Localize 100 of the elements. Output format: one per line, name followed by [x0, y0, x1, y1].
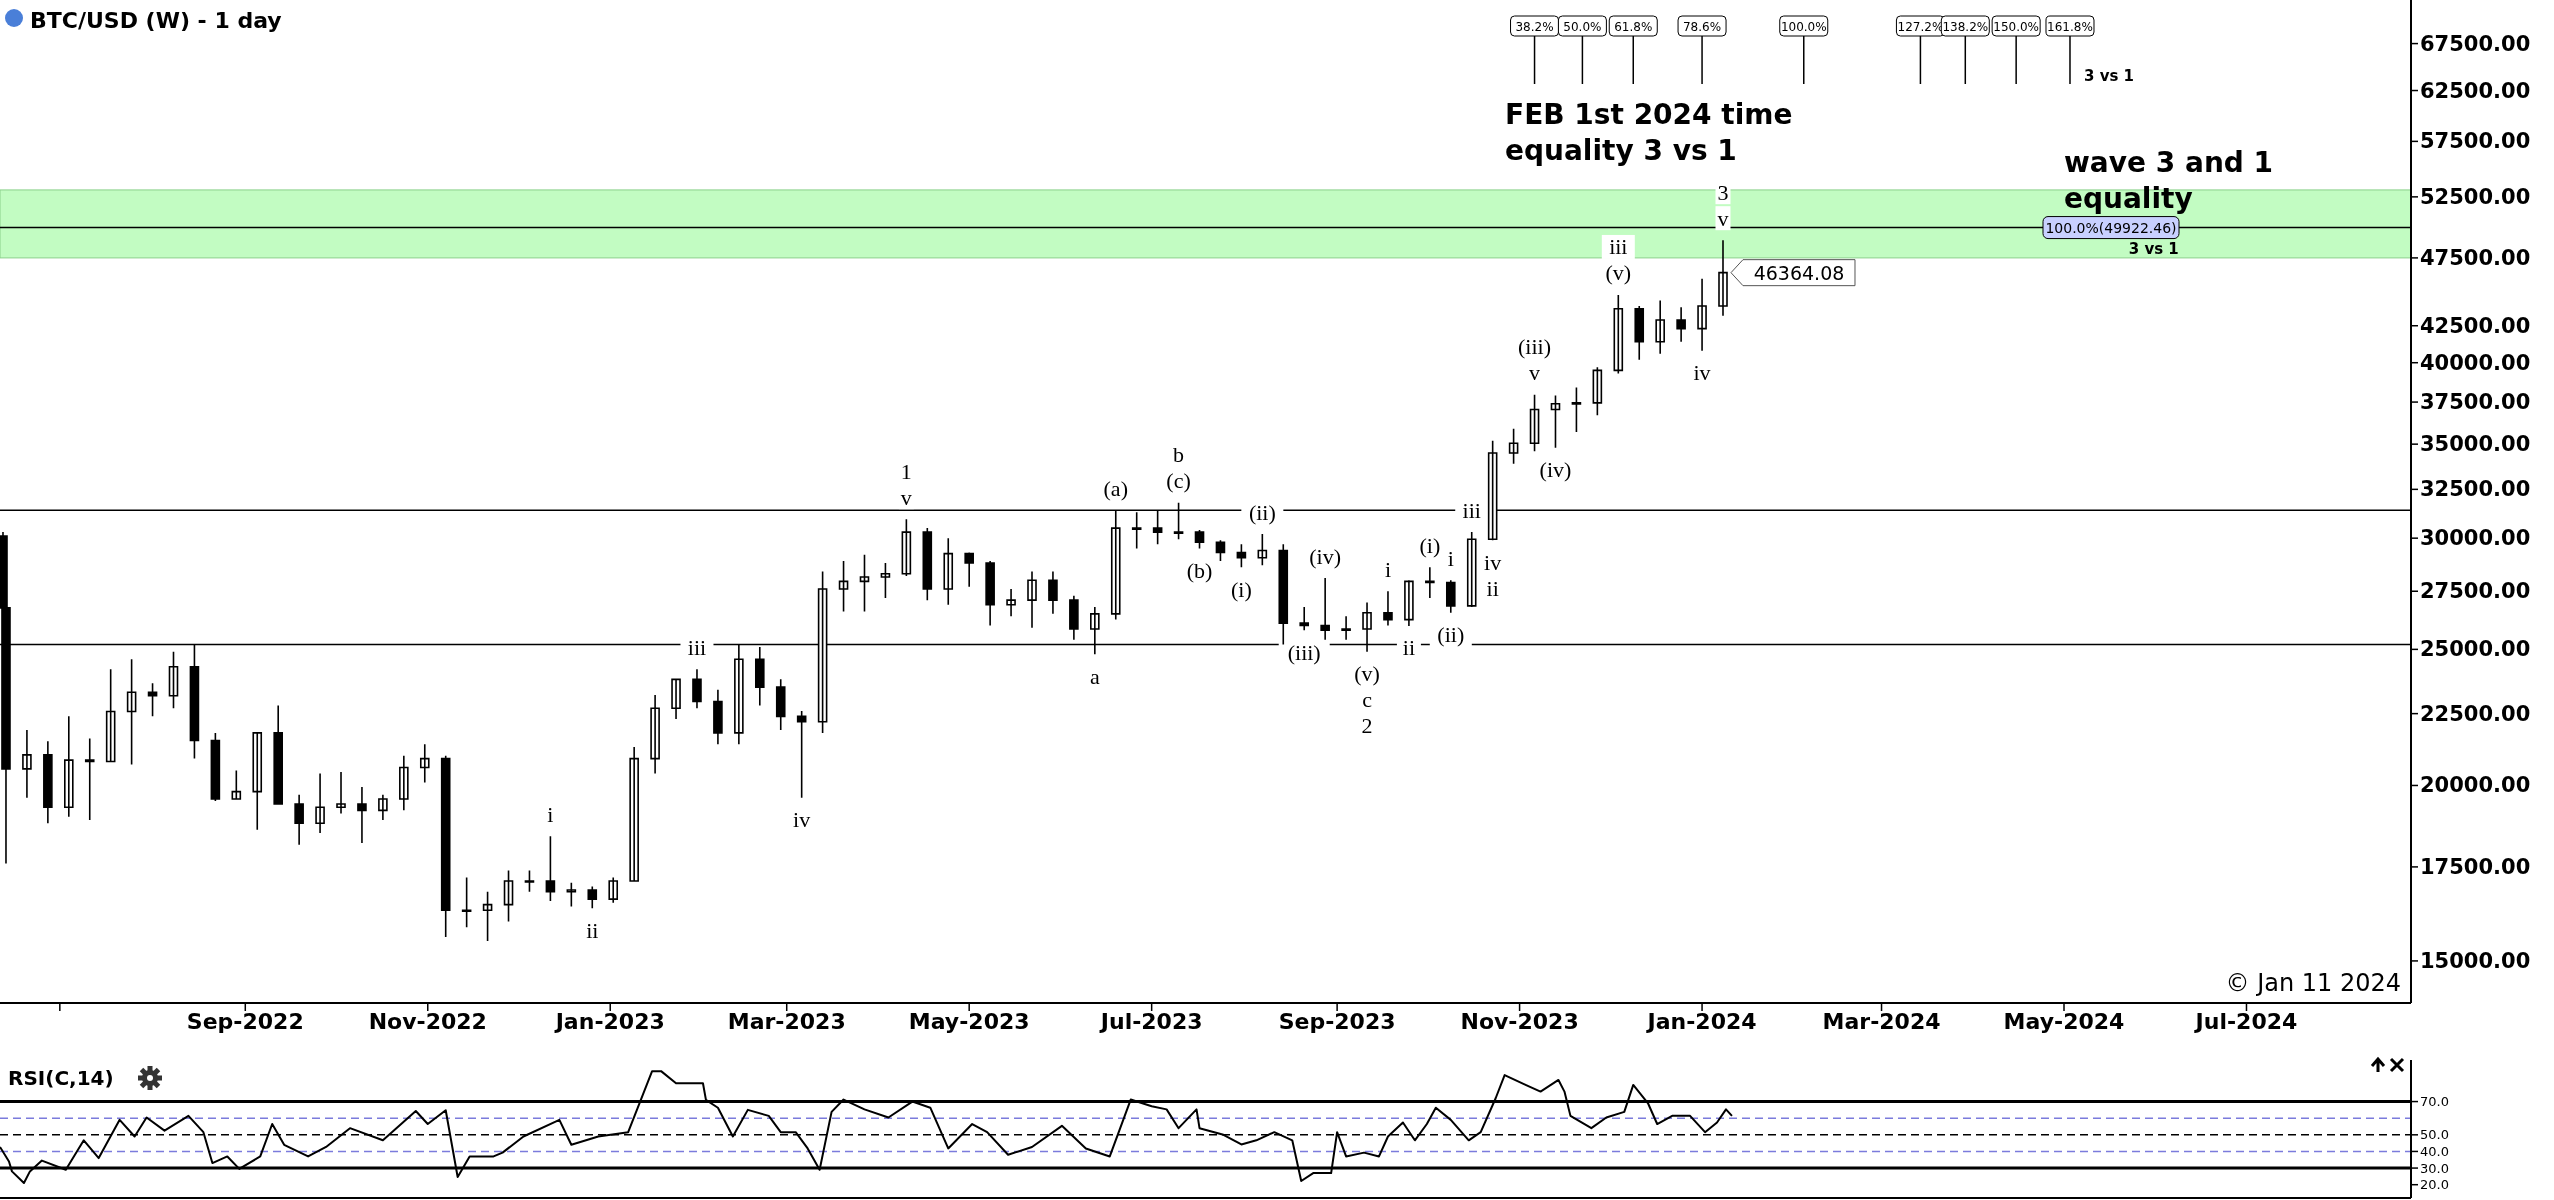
annotation: iii	[1609, 234, 1628, 260]
candlestick	[1571, 386, 1582, 433]
candlestick	[64, 715, 74, 818]
candlestick	[482, 891, 493, 942]
candlestick	[943, 537, 954, 606]
x-tick-label: May-2024	[2003, 1009, 2125, 1034]
candlestick	[1404, 579, 1414, 627]
x-tick-label: Jul-2023	[1098, 1009, 1203, 1034]
y-tick-label: 52500.00	[2420, 184, 2531, 209]
y-tick-label: 42500.00	[2420, 313, 2531, 338]
ref-line-label: 138.2%	[1942, 20, 1989, 34]
candlestick	[84, 737, 95, 821]
annotation: (iv)	[1309, 543, 1342, 569]
annotation: i	[1447, 545, 1454, 571]
annotation: b	[1173, 442, 1185, 468]
annotation: iv	[1693, 360, 1711, 386]
ref-line-label: 161.8%	[2047, 20, 2093, 34]
x-tick-label: Mar-2023	[727, 1009, 846, 1034]
y-tick-label: 57500.00	[2420, 129, 2531, 154]
annotation: ii	[1486, 575, 1499, 601]
candlestick	[168, 651, 179, 710]
candlestick	[1278, 543, 1289, 646]
annotation: iv	[793, 807, 811, 833]
annotation: i	[1384, 556, 1392, 582]
annotation: 1	[900, 458, 912, 484]
annotation: FEB 1st 2024 time equality 3 vs 1	[1505, 97, 1793, 167]
candlestick	[1383, 590, 1393, 627]
annotation: (i)	[1231, 576, 1252, 602]
candlestick	[796, 710, 807, 799]
candlestick	[1341, 615, 1351, 641]
candlestick	[399, 754, 409, 812]
annotation: (iv)	[1539, 457, 1572, 483]
candlestick	[1236, 543, 1247, 569]
y-tick-label: 62500.00	[2420, 78, 2531, 103]
annotation: (v)	[1354, 661, 1380, 687]
annotation: (b)	[1186, 557, 1213, 583]
y-tick-label: 35000.00	[2420, 432, 2531, 457]
candlestick	[1299, 606, 1310, 631]
candlestick	[22, 729, 32, 799]
y-tick-label: 20.0	[2420, 1177, 2449, 1193]
candlestick	[1425, 566, 1435, 599]
ref-line-label: 61.8%	[1614, 20, 1653, 34]
annotation: (a)	[1103, 475, 1128, 501]
candlestick	[1466, 531, 1477, 608]
chart-title: RSI(C,14)	[8, 1066, 114, 1090]
candlestick	[503, 869, 514, 923]
candlestick	[378, 793, 388, 821]
annotation: (c)	[1166, 468, 1191, 494]
annotation: (ii)	[1437, 622, 1465, 648]
x-tick-label: Nov-2023	[1460, 1009, 1579, 1034]
candlestick	[545, 835, 556, 902]
x-tick-label: Mar-2024	[1822, 1009, 1941, 1034]
y-tick-label: 25000.00	[2420, 637, 2531, 662]
candlestick	[1508, 427, 1519, 465]
y-tick-label: 40.0	[2420, 1143, 2449, 1159]
x-tick-label: Jan-2023	[553, 1009, 665, 1034]
y-tick-label: 40000.00	[2420, 350, 2531, 375]
candlestick	[1320, 577, 1330, 641]
y-tick-label: 37500.00	[2420, 390, 2531, 415]
annotation: (i)	[1419, 532, 1441, 558]
y-tick-label: 47500.00	[2420, 245, 2531, 270]
candlestick	[273, 704, 283, 805]
annotation: 3	[1717, 179, 1729, 205]
candlestick	[1445, 579, 1456, 614]
ref-line-label: 100.0%	[1780, 20, 1827, 34]
ref-line-label: 100.0%(49922.46)	[2045, 219, 2177, 236]
y-tick-label: 15000.00	[2420, 948, 2531, 973]
candlestick	[838, 560, 849, 613]
annotation: © Jan 11 2024	[2225, 969, 2401, 997]
candlestick	[1194, 529, 1205, 550]
candlestick	[587, 885, 598, 910]
annotation: c	[1362, 687, 1373, 713]
x-tick-label: Sep-2023	[1278, 1009, 1396, 1034]
candlestick	[964, 551, 974, 588]
annotation: v	[900, 484, 912, 510]
y-tick-label: 22500.00	[2420, 701, 2531, 726]
y-tick-label: 67500.00	[2420, 31, 2531, 56]
y-tick-label: 70.0	[2420, 1094, 2449, 1110]
annotation: 3 vs 1	[2128, 239, 2179, 258]
candlestick	[1697, 278, 1707, 352]
candlestick	[671, 678, 681, 720]
candlestick	[1257, 533, 1268, 566]
annotation: v	[1529, 360, 1541, 386]
candlestick	[629, 746, 639, 882]
chart-title: BTC/USD (W) - 1 day	[30, 7, 282, 33]
candlestick	[1655, 299, 1665, 355]
candlestick	[1550, 394, 1561, 449]
annotation: a	[1089, 663, 1100, 689]
y-tick-label: 30.0	[2420, 1160, 2449, 1176]
annotation: wave 3 and 1 equality	[2064, 145, 2274, 215]
candlestick	[461, 876, 472, 929]
y-tick-label: 50.0	[2420, 1127, 2449, 1143]
candlestick	[419, 743, 430, 784]
candlestick	[859, 553, 870, 613]
y-tick-label: 17500.00	[2420, 854, 2531, 879]
annotation: iii	[687, 634, 707, 660]
annotation: iv	[1484, 549, 1502, 575]
annotation: iii	[1462, 497, 1481, 523]
x-tick-label: Jan-2024	[1645, 1009, 1757, 1034]
candlestick	[126, 658, 137, 766]
